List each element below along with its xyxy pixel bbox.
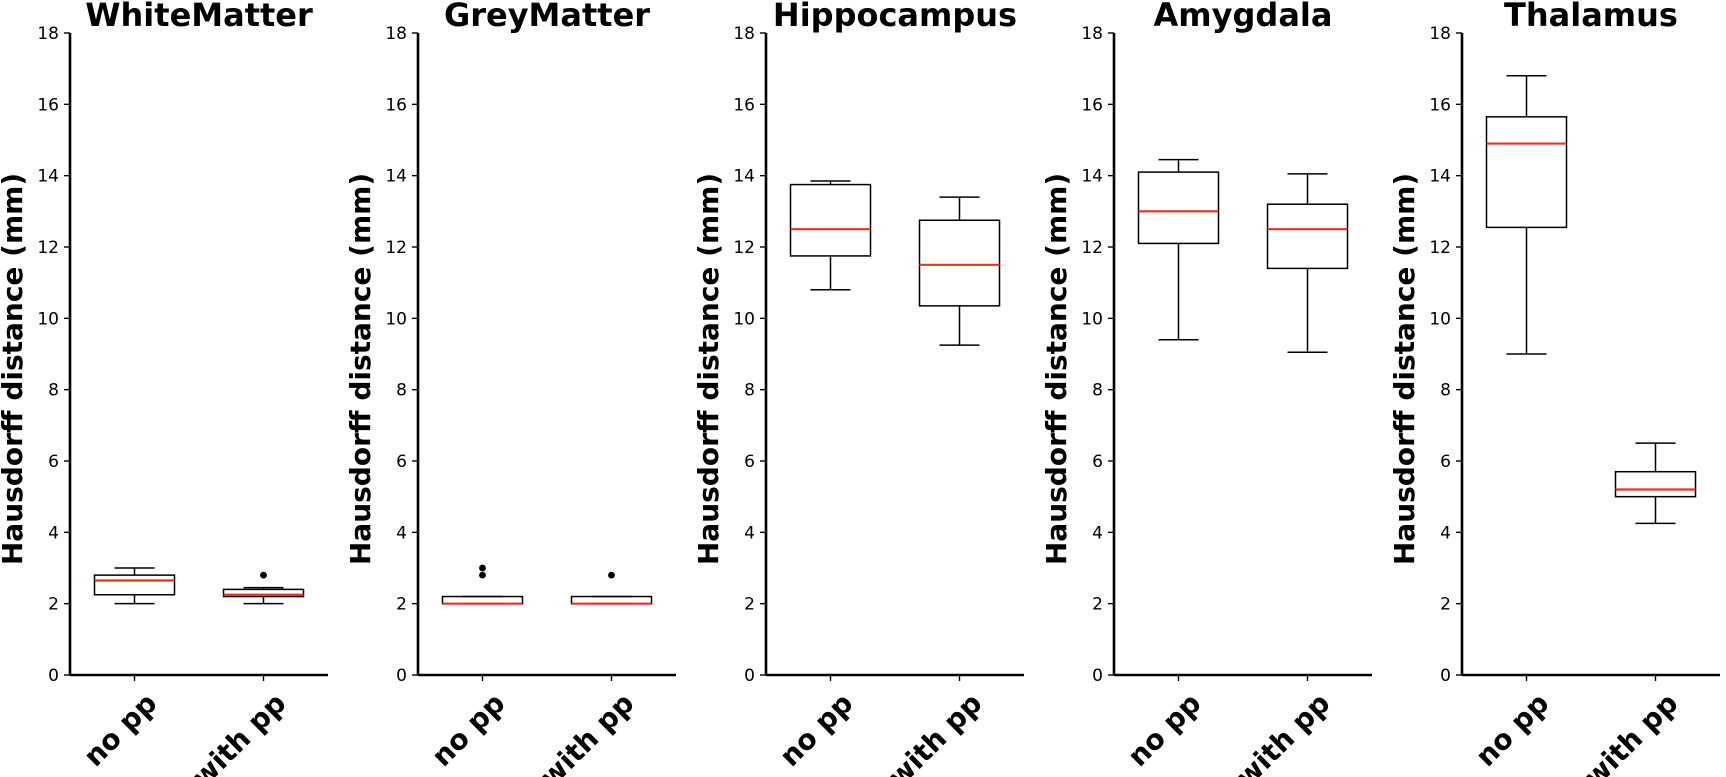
- outlier-point: [608, 571, 615, 579]
- y-tick-label: 18: [37, 24, 59, 44]
- y-tick-label: 16: [385, 95, 407, 115]
- y-tick-label: 8: [744, 381, 755, 401]
- y-tick-label: 12: [1081, 238, 1103, 258]
- y-tick-label: 14: [385, 167, 407, 187]
- y-tick-label: 6: [744, 452, 755, 472]
- iqr-box: [1137, 171, 1220, 245]
- y-tick-label: 12: [733, 238, 755, 258]
- y-tick-label: 18: [1429, 24, 1451, 44]
- y-tick-label: 4: [396, 523, 407, 543]
- y-tick-label: 18: [385, 24, 407, 44]
- y-tick-label: 12: [37, 238, 59, 258]
- y-tick-label: 6: [48, 452, 59, 472]
- panel-title: Hippocampus: [773, 0, 1017, 34]
- x-tick-label: with pp: [1577, 687, 1684, 777]
- x-tick-label: no pp: [1469, 687, 1555, 773]
- x-tick-label: no pp: [425, 687, 511, 773]
- y-tick-label: 12: [385, 238, 407, 258]
- y-tick-label: 8: [396, 381, 407, 401]
- box-no-pp: [789, 180, 872, 291]
- y-tick-label: 6: [396, 452, 407, 472]
- y-tick-label: 4: [744, 523, 755, 543]
- y-axis-label: Hausdorff distance (mm): [1388, 173, 1421, 565]
- y-axis-label: Hausdorff distance (mm): [1040, 173, 1073, 565]
- box-no-pp: [1485, 75, 1568, 355]
- y-tick-label: 0: [396, 666, 407, 686]
- y-tick-label: 4: [1092, 523, 1103, 543]
- x-tick-label: with pp: [533, 687, 640, 777]
- y-tick-label: 2: [1092, 595, 1103, 615]
- box-with-pp: [1266, 173, 1349, 353]
- y-tick-label: 2: [744, 595, 755, 615]
- panel-title: Amygdala: [1154, 0, 1333, 34]
- y-tick-label: 2: [1440, 595, 1451, 615]
- y-tick-label: 6: [1440, 452, 1451, 472]
- y-tick-label: 10: [733, 309, 755, 329]
- y-tick-label: 6: [1092, 452, 1103, 472]
- panel-amygdala: Amygdala Hausdorff distance (mm) 0 2 4 6 8 10 12…: [1040, 0, 1372, 777]
- y-tick-label: 10: [37, 309, 59, 329]
- x-tick-label: with pp: [185, 687, 292, 777]
- x-tick-label: with pp: [1229, 687, 1336, 777]
- y-tick-label: 0: [744, 666, 755, 686]
- box-no-pp: [441, 564, 524, 605]
- box-with-pp: [222, 571, 305, 605]
- y-tick-label: 16: [1081, 95, 1103, 115]
- x-tick-label: with pp: [881, 687, 988, 777]
- y-tick-label: 16: [1429, 95, 1451, 115]
- x-tick-label: no pp: [1121, 687, 1207, 773]
- panel-title: GreyMatter: [444, 0, 650, 34]
- box-no-pp: [1137, 158, 1220, 341]
- panel-hippocampus: Hippocampus Hausdorff distance (mm) 0 2 4 6 8 1…: [692, 0, 1024, 777]
- y-tick-label: 2: [48, 595, 59, 615]
- y-axis-label: Hausdorff distance (mm): [692, 173, 725, 565]
- iqr-box: [1614, 470, 1697, 498]
- panel-greymatter: GreyMatter Hausdorff distance (mm) 0 2 4 6 8 10…: [344, 0, 676, 777]
- iqr-box: [222, 588, 305, 598]
- box-with-pp: [1614, 442, 1697, 525]
- y-tick-label: 16: [37, 95, 59, 115]
- box-with-pp: [918, 196, 1001, 346]
- y-axis-label: Hausdorff distance (mm): [0, 173, 29, 565]
- y-tick-label: 4: [1440, 523, 1451, 543]
- y-tick-label: 8: [1440, 381, 1451, 401]
- panel-title: WhiteMatter: [85, 0, 313, 34]
- y-tick-label: 0: [48, 666, 59, 686]
- panel-whitematter: WhiteMatter Hausdorff distance (mm) 0 2 4 6 8 1…: [0, 0, 328, 777]
- iqr-box: [918, 219, 1001, 307]
- iqr-box: [789, 183, 872, 257]
- y-tick-label: 8: [1092, 381, 1103, 401]
- y-tick-label: 0: [1440, 666, 1451, 686]
- outlier-point: [479, 571, 486, 579]
- box-with-pp: [570, 571, 653, 605]
- y-tick-label: 14: [1081, 167, 1103, 187]
- y-tick-label: 2: [396, 595, 407, 615]
- outlier-point: [260, 571, 267, 579]
- y-tick-label: 16: [733, 95, 755, 115]
- y-tick-label: 14: [37, 167, 59, 187]
- y-tick-label: 4: [48, 523, 59, 543]
- outlier-point: [479, 564, 486, 572]
- x-tick-label: no pp: [77, 687, 163, 773]
- iqr-box: [1485, 116, 1568, 229]
- panel-thalamus: Thalamus Hausdorff distance (mm) 0 2 4 6 8 10 12…: [1388, 0, 1720, 777]
- y-tick-label: 14: [733, 167, 755, 187]
- y-tick-label: 10: [1081, 309, 1103, 329]
- y-tick-label: 14: [1429, 167, 1451, 187]
- y-axis-label: Hausdorff distance (mm): [344, 173, 377, 565]
- panel-title: Thalamus: [1504, 0, 1678, 34]
- x-tick-label: no pp: [773, 687, 859, 773]
- iqr-box: [1266, 203, 1349, 270]
- iqr-box: [93, 574, 176, 596]
- y-tick-label: 10: [385, 309, 407, 329]
- y-tick-label: 8: [48, 381, 59, 401]
- box-no-pp: [93, 567, 176, 605]
- y-tick-label: 12: [1429, 238, 1451, 258]
- y-tick-label: 18: [733, 24, 755, 44]
- y-tick-label: 0: [1092, 666, 1103, 686]
- y-tick-label: 18: [1081, 24, 1103, 44]
- y-tick-label: 10: [1429, 309, 1451, 329]
